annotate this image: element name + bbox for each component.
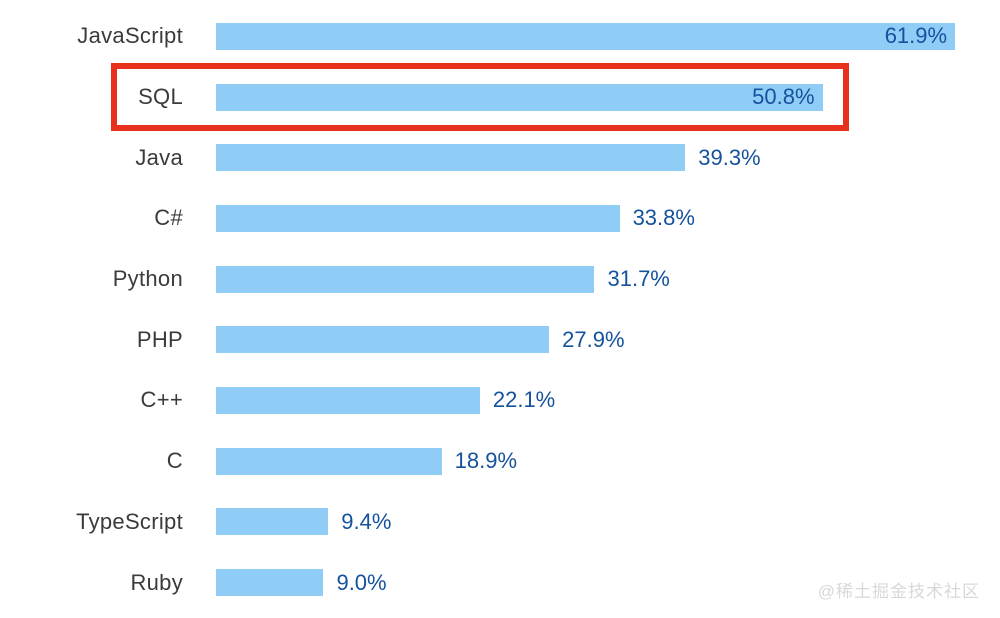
category-label: C# [154,205,183,231]
bar [216,144,686,172]
value-label: 39.3% [698,144,761,170]
bar [216,447,442,475]
bar-row: TypeScript 9.4% [0,492,1000,553]
value-label: 9.0% [336,569,387,595]
bar-area: 39.3% [216,144,1000,172]
bar-row: C 18.9% [0,431,1000,492]
bar [216,508,329,536]
value-label: 22.1% [492,387,556,413]
category-label: Ruby [130,569,183,595]
bar [216,326,550,354]
value-label: 33.8% [632,205,695,231]
bar [216,265,595,293]
bar-area: 9.4% [216,508,1000,536]
bar-row: PHP 27.9% [0,309,1000,370]
bar [216,386,480,414]
bar [216,204,620,232]
bar-row: Python 31.7% [0,249,1000,310]
value-label: 61.9% [884,23,948,49]
bar-row: JavaScript 61.9% [0,6,1000,67]
bar-area: 9.0% [216,569,1000,597]
bar-area: 18.9% [216,447,1000,475]
category-label: SQL [138,84,183,110]
bar-area: 61.9% [216,22,1000,50]
category-label: TypeScript [76,508,183,534]
bar-area: 33.8% [216,204,1000,232]
category-label: C++ [140,387,183,413]
bar-area: 27.9% [216,326,1000,354]
bar [216,569,324,597]
value-label: 50.8% [752,84,815,110]
value-label: 9.4% [341,508,392,534]
category-label: C [166,448,183,474]
bar-row: C++ 22.1% [0,370,1000,431]
category-label: Java [135,144,183,170]
bar: 61.9% [216,22,956,50]
value-label: 18.9% [454,448,518,474]
bar-row: Ruby 9.0% [0,552,1000,613]
value-label: 27.9% [562,326,625,352]
bar-rows: JavaScript 61.9% SQL 50.8% Java 39.3% C# [0,6,1000,613]
value-label: 31.7% [607,266,670,292]
bar-area: 50.8% [216,83,1000,111]
bar-area: 22.1% [216,386,1000,414]
bar-row: C# 33.8% [0,188,1000,249]
bar-area: 31.7% [216,265,1000,293]
watermark-text: @稀土掘金技术社区 [817,582,980,601]
category-label: JavaScript [77,23,183,49]
bar-row: SQL 50.8% [0,67,1000,128]
category-label: PHP [136,326,183,352]
category-label: Python [112,266,183,292]
bar: 50.8% [216,83,823,111]
bar-row: Java 39.3% [0,127,1000,188]
